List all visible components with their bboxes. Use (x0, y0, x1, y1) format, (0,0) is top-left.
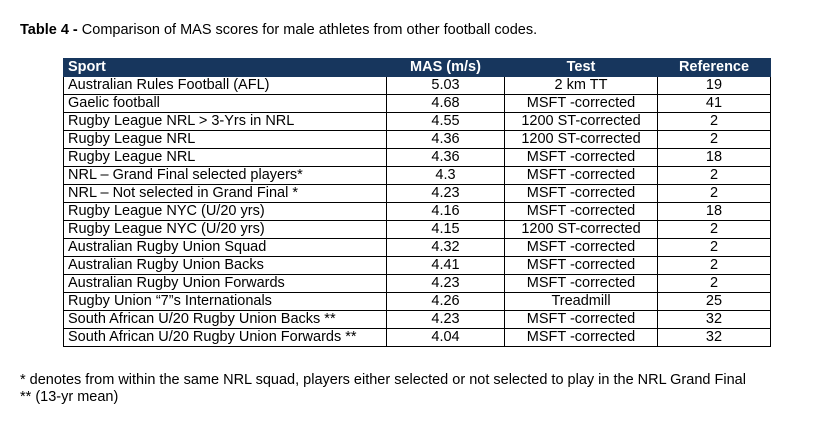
cell-test: 1200 ST-corrected (504, 112, 658, 131)
cell-sport: Gaelic football (63, 94, 387, 113)
table-row: Gaelic football 4.68 MSFT -corrected 41 (63, 94, 771, 113)
cell-reference: 41 (657, 94, 771, 113)
cell-reference: 18 (657, 148, 771, 167)
cell-test: 1200 ST-corrected (504, 220, 658, 239)
table-body: Australian Rules Football (AFL) 5.03 2 km … (63, 76, 771, 347)
cell-sport: Rugby League NRL > 3-Yrs in NRL (63, 112, 387, 131)
cell-mas: 4.32 (386, 238, 505, 257)
cell-sport: Rugby League NRL (63, 148, 387, 167)
footnote-double-asterisk: ** (13-yr mean) (20, 389, 119, 405)
cell-test: MSFT -corrected (504, 184, 658, 203)
cell-test: MSFT -corrected (504, 310, 658, 329)
cell-sport: Australian Rules Football (AFL) (63, 76, 387, 95)
cell-mas: 4.15 (386, 220, 505, 239)
table-row: Rugby League NRL > 3-Yrs in NRL 4.55 1200 … (63, 112, 771, 131)
cell-test: 1200 ST-corrected (504, 130, 658, 149)
cell-reference: 2 (657, 184, 771, 203)
cell-mas: 4.36 (386, 130, 505, 149)
cell-test: MSFT -corrected (504, 94, 658, 113)
header-test: Test (504, 58, 658, 77)
header-mas: MAS (m/s) (386, 58, 505, 77)
table-row: Rugby League NRL 4.36 1200 ST-corrected 2 (63, 130, 771, 149)
table-row: Rugby League NYC (U/20 yrs) 4.16 MSFT -cor… (63, 202, 771, 221)
table-row: Australian Rules Football (AFL) 5.03 2 km … (63, 76, 771, 95)
cell-mas: 4.55 (386, 112, 505, 131)
table-row: Rugby League NRL 4.36 MSFT -corrected 18 (63, 148, 771, 167)
cell-sport: Australian Rugby Union Backs (63, 256, 387, 275)
cell-test: MSFT -corrected (504, 202, 658, 221)
cell-mas: 4.23 (386, 184, 505, 203)
table-row: South African U/20 Rugby Union Backs ** 4… (63, 310, 771, 329)
table-row: Australian Rugby Union Backs 4.41 MSFT -co… (63, 256, 771, 275)
table-row: Rugby Union “7”s Internationals 4.26 Tread… (63, 292, 771, 311)
cell-mas: 4.36 (386, 148, 505, 167)
cell-reference: 25 (657, 292, 771, 311)
table-row: NRL – Not selected in Grand Final * 4.23 M… (63, 184, 771, 203)
cell-test: Treadmill (504, 292, 658, 311)
table-row: Rugby League NYC (U/20 yrs) 4.15 1200 ST-c… (63, 220, 771, 239)
cell-reference: 18 (657, 202, 771, 221)
cell-test: MSFT -corrected (504, 256, 658, 275)
cell-test: MSFT -corrected (504, 328, 658, 347)
cell-reference: 2 (657, 274, 771, 293)
cell-sport: South African U/20 Rugby Union Forwards … (63, 328, 387, 347)
cell-sport: Rugby League NYC (U/20 yrs) (63, 220, 387, 239)
cell-test: 2 km TT (504, 76, 658, 95)
cell-sport: Rugby League NRL (63, 130, 387, 149)
cell-test: MSFT -corrected (504, 238, 658, 257)
cell-reference: 19 (657, 76, 771, 95)
mas-comparison-table: Sport MAS (m/s) Test Reference Australia… (63, 58, 771, 347)
table-row: Australian Rugby Union Squad 4.32 MSFT -co… (63, 238, 771, 257)
cell-reference: 2 (657, 130, 771, 149)
cell-mas: 4.23 (386, 310, 505, 329)
cell-reference: 2 (657, 166, 771, 185)
cell-test: MSFT -corrected (504, 274, 658, 293)
table-row: Australian Rugby Union Forwards 4.23 MSFT … (63, 274, 771, 293)
cell-sport: Rugby League NYC (U/20 yrs) (63, 202, 387, 221)
cell-mas: 4.23 (386, 274, 505, 293)
cell-reference: 2 (657, 238, 771, 257)
cell-mas: 4.16 (386, 202, 505, 221)
cell-reference: 2 (657, 112, 771, 131)
cell-reference: 32 (657, 328, 771, 347)
table-row: NRL – Grand Final selected players* 4.3 MS… (63, 166, 771, 185)
cell-sport: Australian Rugby Union Forwards (63, 274, 387, 293)
cell-test: MSFT -corrected (504, 166, 658, 185)
cell-test: MSFT -corrected (504, 148, 658, 167)
cell-mas: 5.03 (386, 76, 505, 95)
cell-sport: NRL – Not selected in Grand Final * (63, 184, 387, 203)
cell-mas: 4.04 (386, 328, 505, 347)
table-caption: Table 4 - Comparison of MAS scores for m… (20, 22, 537, 38)
footnote-single-asterisk: * denotes from within the same NRL squad… (20, 372, 746, 388)
cell-reference: 2 (657, 256, 771, 275)
cell-sport: NRL – Grand Final selected players* (63, 166, 387, 185)
table-row: South African U/20 Rugby Union Forwards … (63, 328, 771, 347)
cell-sport: Australian Rugby Union Squad (63, 238, 387, 257)
cell-mas: 4.41 (386, 256, 505, 275)
cell-sport: Rugby Union “7”s Internationals (63, 292, 387, 311)
header-sport: Sport (63, 58, 387, 77)
cell-mas: 4.68 (386, 94, 505, 113)
cell-sport: South African U/20 Rugby Union Backs ** (63, 310, 387, 329)
table-caption-label: Table 4 - (20, 22, 78, 38)
cell-reference: 2 (657, 220, 771, 239)
cell-mas: 4.26 (386, 292, 505, 311)
table-caption-text: Comparison of MAS scores for male athlet… (77, 22, 538, 38)
table-header-row: Sport MAS (m/s) Test Reference (63, 58, 771, 77)
cell-mas: 4.3 (386, 166, 505, 185)
header-reference: Reference (657, 58, 771, 77)
cell-reference: 32 (657, 310, 771, 329)
